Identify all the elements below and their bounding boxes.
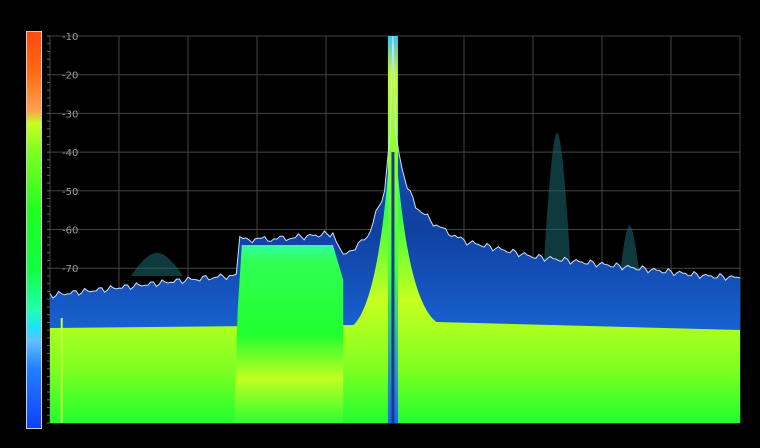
carrier-center xyxy=(391,152,395,423)
y-tick-label: -70 xyxy=(62,264,78,275)
peak-trace xyxy=(49,35,741,299)
y-tick-label: -10 xyxy=(62,32,78,43)
y-tick-label: -30 xyxy=(62,109,78,120)
y-tick-label: -40 xyxy=(62,148,78,159)
ghost-signal xyxy=(619,225,640,276)
y-tick-label: -20 xyxy=(62,71,78,82)
ghost-signal xyxy=(130,252,183,276)
color-scale-bar xyxy=(26,31,42,429)
ghost-signal xyxy=(543,132,572,276)
channel-block xyxy=(234,245,344,423)
y-tick-label: -60 xyxy=(62,226,78,237)
y-tick-label: -50 xyxy=(62,187,78,198)
